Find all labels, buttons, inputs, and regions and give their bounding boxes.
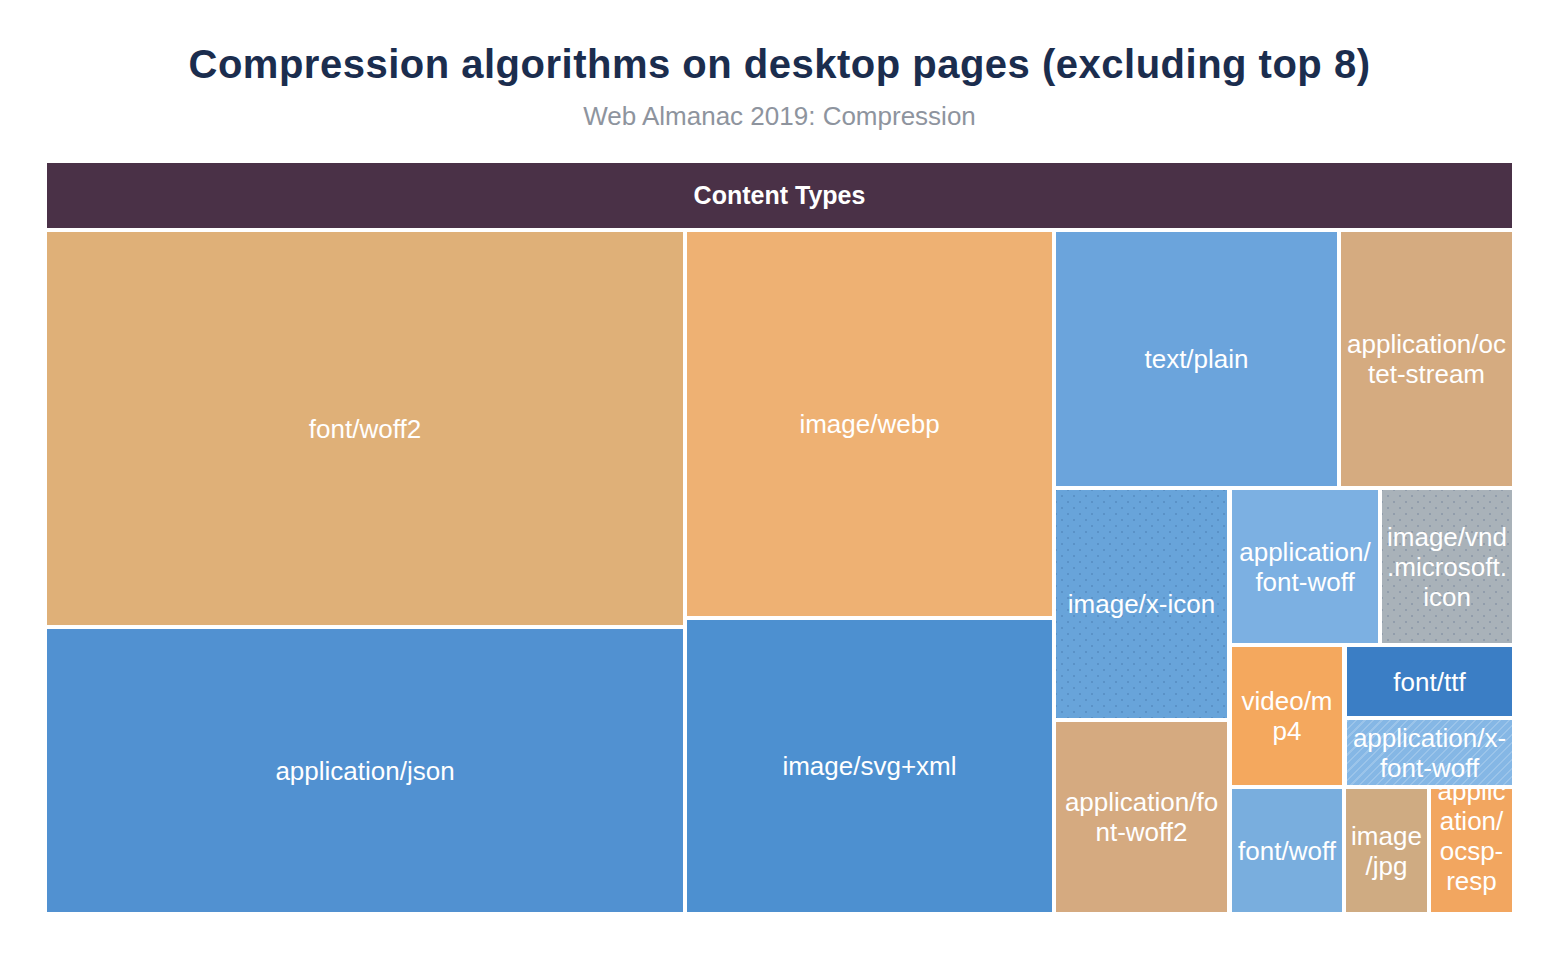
cell-label: font/woff2 <box>52 414 678 444</box>
cell-label: application/ocsp-resp… <box>1436 789 1507 912</box>
treemap-cell-application-font-woff[interactable]: application/font-woff <box>1232 490 1378 643</box>
cell-label: text/plain <box>1061 344 1332 374</box>
cell-label: application/json <box>52 756 678 786</box>
treemap-cell-video-mp4[interactable]: video/mp4 <box>1232 647 1342 785</box>
treemap-chart: Content Types font/woff2 image/webp text/p… <box>47 163 1512 912</box>
treemap-cell-text-plain[interactable]: text/plain <box>1056 232 1337 486</box>
cell-label: application/x-font-woff <box>1352 723 1507 783</box>
treemap-cell-image-webp[interactable]: image/webp <box>687 232 1052 616</box>
treemap-cell-image-vnd-microsoft-icon[interactable]: image/vnd.microsoft.icon <box>1382 490 1512 643</box>
treemap-cell-application-x-font-woff[interactable]: application/x-font-woff <box>1347 720 1512 785</box>
cell-label: image/x-icon <box>1061 589 1222 619</box>
chart-title: Compression algorithms on desktop pages … <box>0 42 1559 87</box>
treemap-cell-font-ttf[interactable]: font/ttf <box>1347 647 1512 716</box>
treemap-cell-font-woff2[interactable]: font/woff2 <box>47 232 683 625</box>
cell-label: image/webp <box>692 409 1047 439</box>
compression-treemap-page: Compression algorithms on desktop pages … <box>0 0 1559 963</box>
treemap-cell-application-octet-stream[interactable]: application/octet-stream <box>1341 232 1512 486</box>
cell-label: image/svg+xml <box>692 751 1047 781</box>
cell-label: font/ttf <box>1352 667 1507 697</box>
cell-label: image/vnd.microsoft.icon <box>1387 522 1507 612</box>
chart-subtitle: Web Almanac 2019: Compression <box>0 101 1559 132</box>
treemap-cell-font-woff[interactable]: font/woff <box>1232 789 1342 912</box>
treemap-cell-application-font-woff2[interactable]: application/font-woff2 <box>1056 722 1227 912</box>
treemap-group-header: Content Types <box>47 163 1512 228</box>
treemap-cell-image-x-icon[interactable]: image/x-icon <box>1056 490 1227 718</box>
treemap-cell-image-svg-xml[interactable]: image/svg+xml <box>687 620 1052 912</box>
cell-label: application/font-woff2 <box>1061 787 1222 847</box>
cell-label: image/jpg <box>1351 821 1422 881</box>
cell-label: video/mp4 <box>1237 686 1337 746</box>
cell-label: application/font-woff <box>1237 537 1373 597</box>
cell-label: application/octet-stream <box>1346 329 1507 389</box>
treemap-cell-application-ocsp-resp[interactable]: application/ocsp-resp… <box>1431 789 1512 912</box>
treemap-cell-application-json[interactable]: application/json <box>47 629 683 912</box>
treemap-cell-image-jpg[interactable]: image/jpg <box>1346 789 1427 912</box>
cell-label: font/woff <box>1237 836 1337 866</box>
treemap-cells: font/woff2 image/webp text/plain applicatio… <box>47 232 1512 912</box>
